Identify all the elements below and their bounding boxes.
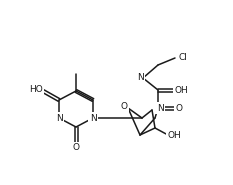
Text: OH: OH (167, 130, 181, 139)
Text: O: O (120, 102, 127, 110)
Text: N: N (56, 114, 62, 122)
Text: Cl: Cl (178, 53, 187, 61)
Text: O: O (175, 103, 182, 112)
Text: HO: HO (29, 85, 43, 93)
Text: N: N (137, 73, 143, 82)
Text: N: N (90, 114, 96, 122)
Text: O: O (72, 144, 79, 152)
Text: OH: OH (174, 85, 188, 95)
Text: N: N (157, 103, 163, 112)
